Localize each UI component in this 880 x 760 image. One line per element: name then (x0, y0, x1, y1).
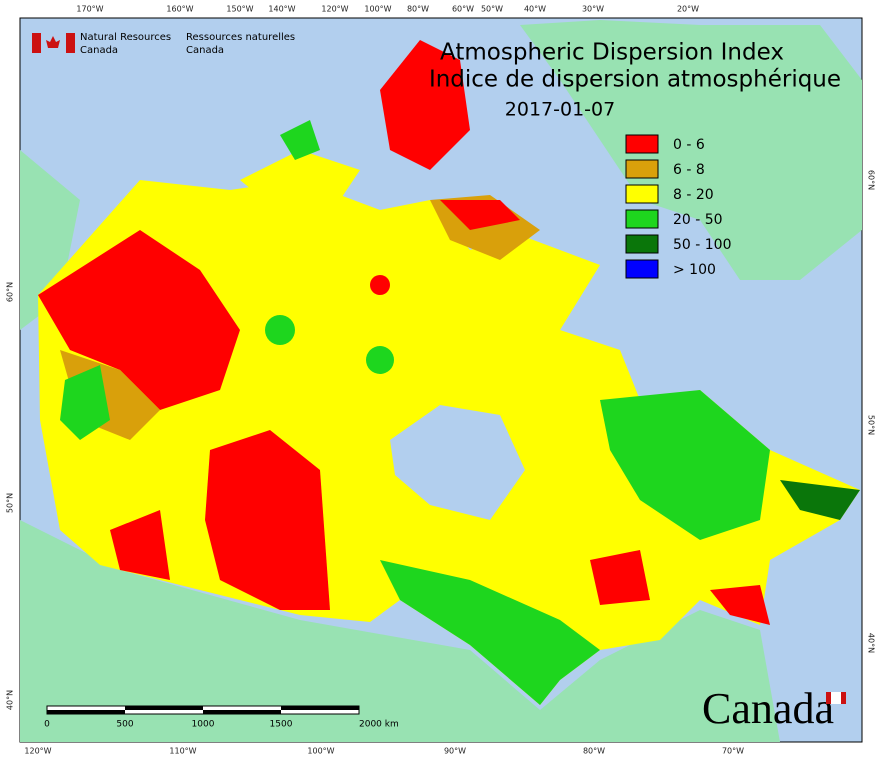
lon-label: 40°W (524, 5, 546, 14)
org-en: Canada (80, 45, 118, 56)
date: 2017-01-07 (505, 99, 615, 121)
org-fr: Canada (186, 45, 224, 56)
title-fr: Indice de dispersion atmosphérique (429, 67, 841, 93)
lat-label: 50°N (6, 493, 15, 513)
lon-label: 50°W (481, 5, 503, 14)
scale-seg (47, 710, 125, 714)
green-east (600, 390, 770, 540)
lat-label: 40°N (867, 633, 876, 653)
arctic-island (240, 150, 360, 205)
lon-label: 110°W (169, 747, 196, 756)
scale-label: 0 (44, 720, 50, 730)
lon-label: 70°W (722, 747, 744, 756)
flag-bar (66, 33, 75, 53)
red-quebec (590, 550, 650, 605)
legend-swatch (625, 134, 659, 154)
green-ontario (380, 560, 600, 705)
red-maritimes (710, 585, 770, 625)
title-en: Atmospheric Dispersion Index (440, 40, 784, 66)
lon-label: 80°W (407, 5, 429, 14)
lat-label: 60°N (6, 282, 15, 302)
lon-label: 100°W (364, 5, 391, 14)
legend-swatch (625, 159, 659, 179)
lon-label: 90°W (444, 747, 466, 756)
lat-label: 50°N (867, 415, 876, 435)
lon-label: 120°W (321, 5, 348, 14)
graticule: 170°W 160°W 150°W 140°W 120°W 100°W 80°W 60°W 50… (6, 5, 876, 756)
red-prairie (205, 430, 330, 610)
red-spot (370, 275, 390, 295)
scale-seg (281, 706, 359, 710)
legend-swatch (625, 209, 659, 229)
scale-labels: 0 500 1000 1500 2000 km (44, 720, 399, 730)
lon-label: 80°W (583, 747, 605, 756)
legend: 0 - 6 6 - 8 8 - 20 20 - 50 50 - 100 > 100 (625, 134, 732, 279)
alaska (20, 150, 80, 330)
lon-label: 170°W (76, 5, 103, 14)
legend-label: 20 - 50 (673, 212, 723, 228)
scale-seg (203, 710, 281, 714)
scale-label: 2000 km (359, 720, 399, 730)
hudson-bay (390, 405, 525, 520)
darkgreen-nfld (780, 480, 860, 520)
greenland (520, 20, 862, 280)
ellesmere (380, 40, 470, 170)
lon-label: 160°W (166, 5, 193, 14)
legend-label: 8 - 20 (673, 187, 714, 203)
maple-leaf (46, 36, 60, 48)
legend-label: 50 - 100 (673, 237, 732, 253)
lon-label: 30°W (582, 5, 604, 14)
legend-label: 6 - 8 (673, 162, 705, 178)
scale-seg (125, 706, 203, 710)
lon-label: 100°W (307, 747, 334, 756)
scale-label: 1500 (270, 720, 293, 730)
green-bc (60, 365, 110, 440)
legend-swatch (625, 234, 659, 254)
lon-label: 20°W (677, 5, 699, 14)
canada-wordmark: Canada (702, 684, 834, 733)
legend-swatch (625, 184, 659, 204)
org-fr: Ressources naturelles (186, 32, 295, 43)
usa (20, 520, 780, 742)
legend-label: 0 - 6 (673, 137, 705, 153)
scale-label: 1000 (192, 720, 215, 730)
lon-label: 150°W (226, 5, 253, 14)
green-spot (366, 346, 394, 374)
green-spot (265, 315, 295, 345)
lon-label: 140°W (268, 5, 295, 14)
lon-label: 60°W (452, 5, 474, 14)
lat-label: 40°N (6, 690, 15, 710)
baffin-red (440, 200, 520, 230)
legend-swatch (625, 259, 659, 279)
red-west (38, 230, 240, 410)
lat-label: 60°N (867, 170, 876, 190)
flag-bar (32, 33, 41, 53)
island-green (280, 120, 320, 160)
red-south (110, 510, 170, 580)
wordmark-flag (831, 692, 841, 704)
org-en: Natural Resources (80, 32, 171, 43)
legend-label: > 100 (673, 262, 716, 278)
scale-label: 500 (116, 720, 133, 730)
lon-label: 120°W (24, 747, 51, 756)
